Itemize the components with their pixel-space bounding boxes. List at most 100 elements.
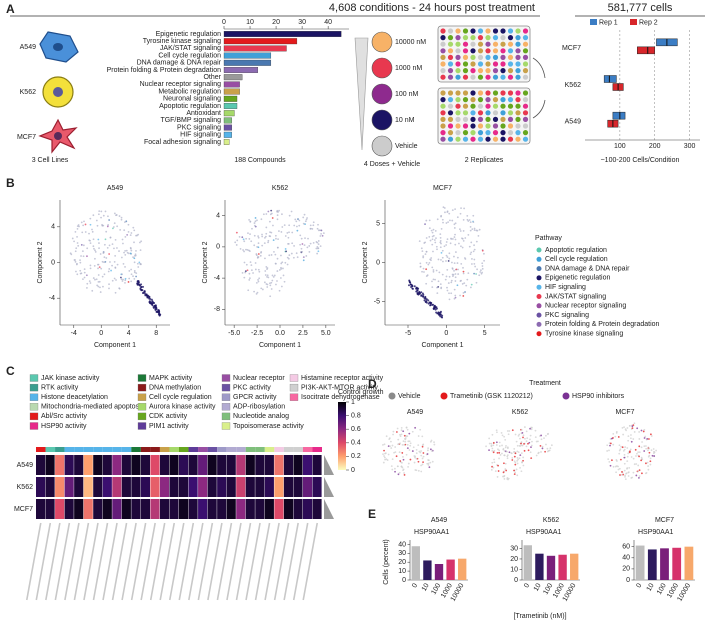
cell-point <box>89 239 91 242</box>
plate-well <box>440 136 446 142</box>
scatter-cloud <box>234 209 325 298</box>
cell-point <box>407 462 410 465</box>
cell-point <box>640 446 643 449</box>
a549-nucleus <box>53 43 63 51</box>
cell-point <box>414 426 417 429</box>
cell-point <box>492 466 495 469</box>
cell-point <box>621 446 624 449</box>
cell-point <box>246 248 249 251</box>
legend-swatch <box>29 374 39 382</box>
cell-point <box>118 287 121 290</box>
cell-point <box>550 444 553 447</box>
cell-point <box>462 239 465 242</box>
cell-point <box>471 258 473 260</box>
cell-point <box>73 240 75 243</box>
plate-well <box>470 35 476 41</box>
cell-point <box>529 451 532 454</box>
cell-point <box>129 246 132 249</box>
legend-swatch <box>29 422 39 430</box>
cell-point <box>388 438 391 441</box>
cell-point <box>316 227 319 230</box>
heat-cell <box>188 455 198 475</box>
cell-point <box>88 280 91 283</box>
plate-well <box>470 136 476 142</box>
cell-point <box>139 241 141 244</box>
cell-point <box>114 254 117 257</box>
cell-point <box>470 251 473 254</box>
bar <box>684 546 694 580</box>
column-label-stub <box>121 522 137 601</box>
plate-well <box>447 54 454 61</box>
column-label-stub <box>25 522 42 601</box>
cell-point <box>446 286 448 289</box>
cell-point <box>456 262 459 264</box>
cell-point <box>299 243 302 246</box>
plate-well <box>440 61 446 67</box>
moa-strip <box>140 447 151 452</box>
cell-point <box>453 297 456 300</box>
cell-point <box>291 231 294 234</box>
cell-point <box>473 248 476 251</box>
cell-point <box>407 440 410 443</box>
plate-well <box>462 97 469 103</box>
column-label-stub <box>45 522 61 601</box>
moa-strip <box>188 447 199 452</box>
plate-well <box>492 61 499 67</box>
cell-point <box>89 282 92 284</box>
plate-well <box>477 130 484 136</box>
cell-point <box>627 435 630 437</box>
cell-point <box>128 277 131 280</box>
cell-point <box>640 456 643 459</box>
cell-point <box>80 221 83 224</box>
plate-well <box>470 68 476 74</box>
cell-point <box>448 252 451 255</box>
heat-cell <box>312 455 322 475</box>
cell-point <box>448 212 451 215</box>
heat-cell <box>198 477 208 497</box>
cell-point <box>264 257 266 260</box>
cell-point <box>93 247 95 250</box>
row-wedge <box>324 477 334 497</box>
cell-point <box>111 243 114 245</box>
cell-point <box>79 269 82 272</box>
cell-point <box>470 263 473 265</box>
legend-swatch <box>137 374 147 382</box>
plot-title: MCF7 <box>615 409 634 416</box>
heat-cell <box>45 455 55 475</box>
cell-point <box>235 231 238 234</box>
cell-point <box>133 241 135 244</box>
column-label-stub <box>159 522 176 601</box>
cell-point <box>247 289 250 292</box>
cell-point <box>439 315 442 318</box>
cell-point <box>522 464 525 467</box>
plate-well <box>470 116 476 122</box>
cell-point <box>619 474 621 476</box>
cell-point <box>400 426 403 429</box>
cell-point <box>252 272 254 274</box>
bar <box>223 59 272 66</box>
cell-point <box>529 434 532 437</box>
cell-point <box>118 250 120 252</box>
cell-point <box>73 259 76 261</box>
cell-point <box>467 233 470 236</box>
plate-well <box>455 35 461 41</box>
cell-point <box>124 221 126 224</box>
legend-swatch <box>137 412 147 421</box>
cell-point <box>645 447 648 450</box>
cell-point <box>446 268 449 271</box>
column-label-stub <box>35 522 52 601</box>
legend-swatch <box>137 383 147 392</box>
cell-point <box>75 270 77 273</box>
cell-point <box>638 438 641 440</box>
chart-title: A549 <box>431 517 447 524</box>
cell-point <box>417 469 420 472</box>
legend-swatch <box>221 403 231 411</box>
category-label: HIF signaling <box>180 132 221 139</box>
cell-point <box>451 238 454 240</box>
mcf7-nucleus <box>54 132 62 140</box>
cell-point <box>142 292 145 295</box>
plate-well <box>507 35 514 41</box>
cell-point <box>97 263 99 266</box>
plate-well <box>492 110 499 116</box>
cell-point <box>419 265 422 268</box>
